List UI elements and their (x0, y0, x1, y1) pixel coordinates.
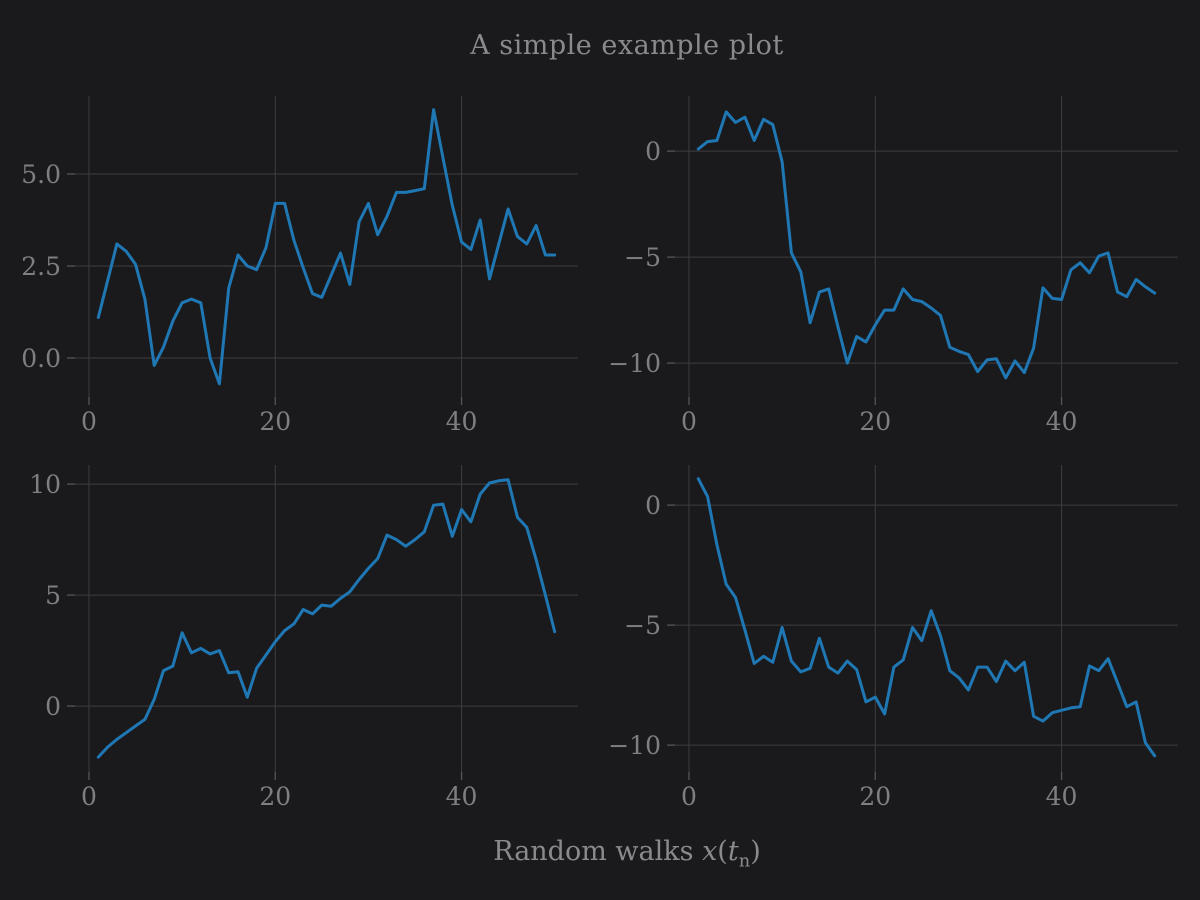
xlabel-close-paren: ) (750, 836, 761, 867)
subplot-bottom-right: 0 20 40 0 −5 −10 (608, 465, 1178, 811)
xlabel-var-x: x (702, 836, 718, 867)
subplot-top-right: 0 20 40 0 −5 −10 (608, 96, 1178, 436)
random-walk-line (96, 108, 557, 386)
figure-title: A simple example plot (470, 30, 784, 61)
xlabel-subscript: n (738, 850, 751, 872)
y-tick-label: 5 (45, 581, 61, 610)
random-walk-line (696, 477, 1157, 758)
y-tick-label: −5 (624, 611, 661, 640)
x-tick-label: 0 (681, 407, 697, 436)
y-tick-label: 0 (645, 137, 661, 166)
xlabel-var-t: t (727, 836, 739, 867)
xlabel-text: Random walks (493, 836, 703, 867)
y-tick-label: 0 (45, 692, 61, 721)
x-tick-label: 20 (259, 407, 291, 436)
y-tick-label: 2.5 (21, 252, 61, 281)
x-tick-label: 20 (859, 407, 891, 436)
x-tick-label: 40 (1046, 782, 1078, 811)
y-tick-label: −5 (624, 243, 661, 272)
random-walk-line (96, 478, 557, 759)
x-tick-label: 20 (259, 782, 291, 811)
y-tick-label: 0 (645, 491, 661, 520)
x-tick-label: 40 (446, 782, 478, 811)
y-tick-label: 10 (29, 470, 61, 499)
x-tick-label: 20 (859, 782, 891, 811)
x-tick-label: 0 (81, 782, 97, 811)
subplot-bottom-left: 0 20 40 0 5 10 (29, 465, 578, 811)
x-tick-label: 40 (446, 407, 478, 436)
y-tick-label: −10 (608, 731, 661, 760)
y-tick-label: 5.0 (21, 160, 61, 189)
y-tick-label: −10 (608, 349, 661, 378)
x-tick-label: 40 (1046, 407, 1078, 436)
x-tick-label: 0 (681, 782, 697, 811)
x-tick-label: 0 (81, 407, 97, 436)
y-tick-label: 0.0 (21, 344, 61, 373)
subplot-top-left: 0 20 40 0.0 2.5 5.0 (21, 96, 578, 436)
figure-xlabel: Random walks x(tn) (54, 836, 1200, 871)
random-walk-line (696, 110, 1157, 380)
xlabel-open-paren: ( (717, 836, 728, 867)
